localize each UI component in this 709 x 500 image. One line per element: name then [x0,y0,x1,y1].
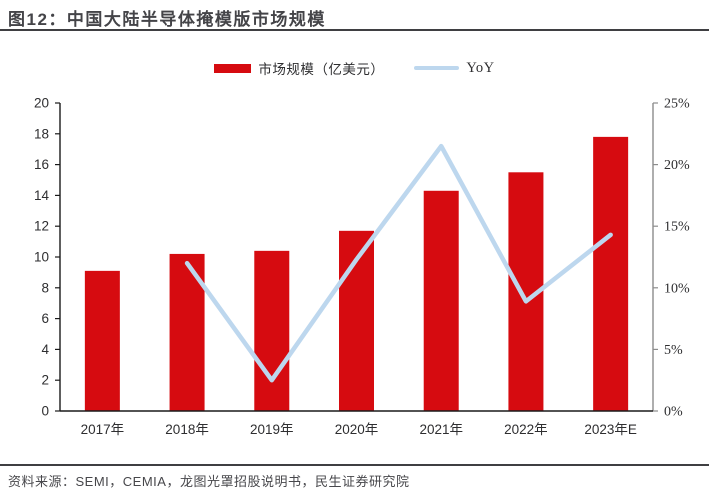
left-axis-label: 10 [34,250,49,265]
bar-2017年 [84,270,120,411]
left-axis-label: 4 [41,342,49,357]
x-axis-label: 2023年E [584,422,637,437]
x-axis-label: 2020年 [335,422,379,437]
left-axis-label: 14 [34,188,50,203]
right-axis-label: 25% [664,97,690,112]
chart-area: 0 2 4 6 8 10 12 14 16 18 20 0% 5% 10% 15% 20% 25% 2017年 20… [0,90,709,458]
x-axis-label: 2018年 [165,422,209,437]
left-axis-label: 12 [34,219,49,234]
bar-2019年 [254,250,290,411]
left-axis-label: 8 [41,280,49,295]
chart-legend: 市场规模（亿美元） YoY [0,55,709,81]
right-axis-label: 20% [664,158,690,173]
figure-header: 图12：中国大陆半导体掩模版市场规模 [0,0,709,31]
x-axis-label: 2022年 [504,422,548,437]
right-axis-label: 0% [664,405,683,420]
legend-bar-label: 市场规模（亿美元） [258,62,385,77]
source-note: 资料来源：SEMI，CEMIA，龙图光罩招股说明书，民生证券研究院 [0,464,709,490]
combo-chart: 0 2 4 6 8 10 12 14 16 18 20 0% 5% 10% 15% 20% 25% 2017年 20… [34,96,690,438]
x-axis-label: 2021年 [419,422,463,437]
yoy-line [184,143,613,383]
left-axis-label: 6 [41,311,49,326]
right-axis-label: 10% [664,281,690,296]
left-axis-label: 20 [34,96,49,111]
bar-2023年E [593,136,629,411]
left-axis-label: 16 [34,157,49,172]
x-axis-label: 2019年 [250,422,294,437]
figure-title: 图12：中国大陆半导体掩模版市场规模 [8,10,326,29]
bar-2021年 [423,190,459,411]
left-axis-label: 18 [34,126,49,141]
right-axis-label: 5% [664,343,683,358]
legend-item-market-size: 市场规模（亿美元） [214,58,384,78]
legend-bar-swatch-icon [214,63,252,73]
legend-item-yoy: YoY [414,60,494,77]
right-axis-label: 15% [664,220,690,235]
left-axis-label: 2 [41,373,49,388]
legend-line-swatch-icon [414,65,460,71]
x-axis-label: 2017年 [81,422,125,437]
left-axis-label: 0 [41,404,49,419]
legend-line-label: YoY [466,59,495,76]
